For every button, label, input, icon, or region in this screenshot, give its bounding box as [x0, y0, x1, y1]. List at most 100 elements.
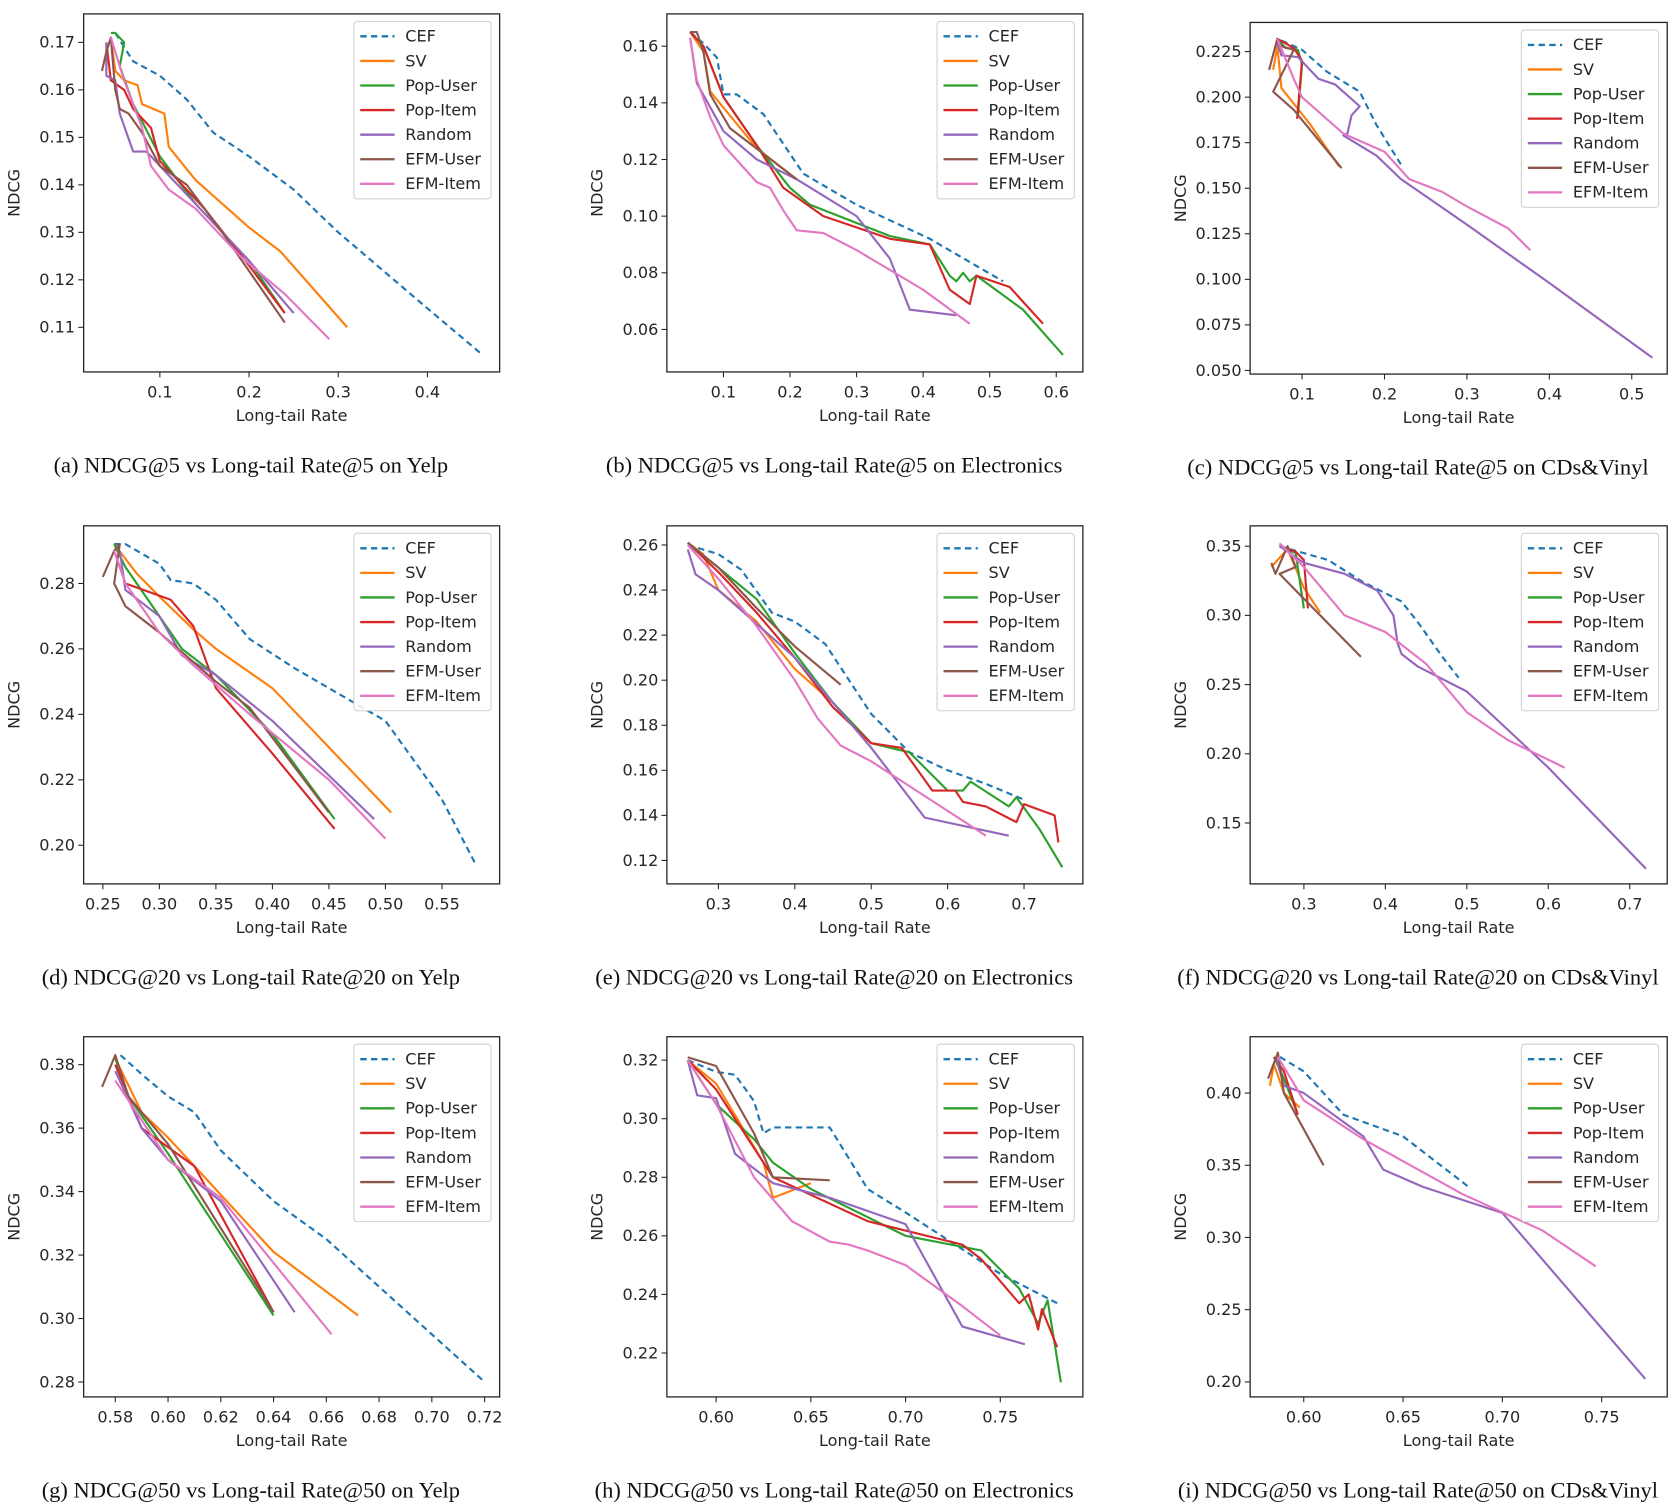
legend-label: Pop-User	[989, 76, 1061, 95]
series-line-efm-user	[1267, 1051, 1325, 1166]
legend-label: Pop-User	[989, 588, 1061, 607]
subplot-caption: (a) NDCG@5 vs Long-tail Rate@5 on Yelp	[54, 452, 449, 477]
y-tick-label: 0.24	[623, 580, 659, 599]
x-tick-label: 0.6	[935, 895, 961, 914]
legend-label: EFM-User	[1573, 662, 1649, 681]
x-tick-label: 0.30	[141, 895, 177, 914]
y-tick-label: 0.050	[1196, 361, 1242, 380]
series-group	[689, 30, 1064, 356]
y-tick-label: 0.35	[1206, 1156, 1242, 1175]
legend-label: CEF	[989, 1050, 1020, 1069]
x-axis-label: Long-tail Rate	[1403, 1431, 1515, 1450]
y-tick-label: 0.26	[39, 639, 75, 658]
x-tick-label: 0.60	[698, 1408, 734, 1427]
x-tick-label: 0.70	[414, 1408, 450, 1427]
series-group	[1268, 37, 1654, 359]
subplot-caption: (c) NDCG@5 vs Long-tail Rate@5 on CDs&Vi…	[1187, 455, 1648, 480]
x-tick-label: 0.68	[361, 1408, 397, 1427]
x-tick-label: 0.45	[311, 895, 347, 914]
y-tick-label: 0.25	[1206, 675, 1242, 694]
y-tick-label: 0.28	[623, 1168, 659, 1187]
y-tick-label: 0.16	[623, 37, 659, 56]
x-axis-label: Long-tail Rate	[1403, 408, 1515, 427]
series-line-cef	[687, 543, 1025, 801]
x-tick-label: 0.2	[777, 383, 803, 402]
legend-label: EFM-User	[405, 662, 481, 681]
y-tick-label: 0.11	[39, 318, 75, 337]
x-axis-label: Long-tail Rate	[819, 406, 931, 425]
axes-frame	[666, 13, 1084, 373]
y-tick-label: 0.30	[1206, 606, 1242, 625]
y-axis-label: NDCG	[1171, 174, 1190, 222]
x-tick-label: 0.4	[910, 383, 936, 402]
legend-label: Random	[405, 1148, 472, 1167]
axes-frame	[1249, 525, 1668, 885]
x-tick-label: 0.60	[150, 1408, 186, 1427]
series-line-efm-item	[1276, 1056, 1597, 1268]
x-tick-label: 0.3	[1454, 385, 1480, 404]
y-axis-label: NDCG	[588, 169, 607, 217]
subplot-h: 0.60 0.65 0.70 0.75 0.22 0.24 0.26 0.28 0.30 0.32…	[588, 1036, 1084, 1502]
series-line-efm-user	[101, 543, 330, 814]
legend-label: SV	[1573, 1074, 1594, 1093]
series-line-cef	[114, 32, 482, 355]
series-line-efm-item	[113, 550, 387, 840]
y-tick-label: 0.14	[623, 93, 659, 112]
y-tick-label: 0.125	[1196, 224, 1242, 243]
legend-label: SV	[1573, 563, 1594, 582]
x-tick-label: 0.5	[1619, 385, 1645, 404]
series-line-pop-user	[687, 541, 1064, 868]
y-tick-label: 0.075	[1196, 315, 1242, 334]
legend-label: Pop-User	[1573, 1099, 1645, 1118]
series-line-sv	[114, 1057, 359, 1317]
legend-label: Pop-Item	[1573, 109, 1645, 128]
legend-label: EFM-User	[1573, 158, 1649, 177]
legend-label: Pop-User	[1573, 84, 1645, 103]
x-tick-label: 0.58	[97, 1408, 133, 1427]
y-tick-label: 0.18	[623, 716, 659, 735]
y-tick-label: 0.16	[623, 761, 659, 780]
subplot-a: 0.1 0.2 0.3 0.4 0.11 0.12 0.13 0.14 0.15 0.16 0.17…	[4, 13, 501, 477]
y-tick-label: 0.14	[623, 806, 659, 825]
legend-label: Random	[405, 637, 472, 656]
legend-box	[353, 532, 492, 712]
legend-label: CEF	[989, 539, 1020, 558]
series-line-random	[686, 549, 1010, 837]
axes-frame	[82, 13, 501, 373]
x-tick-label: 0.70	[888, 1408, 924, 1427]
series-line-efm-user	[687, 541, 842, 686]
legend-label: SV	[989, 1074, 1010, 1093]
series-line-efm-user	[690, 30, 798, 181]
legend-label: Pop-User	[1573, 588, 1645, 607]
x-tick-label: 0.5	[1454, 895, 1480, 914]
y-tick-label: 0.22	[623, 1343, 659, 1362]
y-axis-label: NDCG	[588, 1193, 607, 1241]
legend-label: SV	[405, 563, 426, 582]
legend: CEF SV Pop-User Pop-Item Random EFM-User EFM-I…	[1520, 29, 1660, 208]
x-tick-label: 0.60	[1286, 1408, 1322, 1427]
x-tick-label: 0.2	[236, 383, 262, 402]
legend-label: EFM-Item	[989, 174, 1065, 193]
subplot-g: 0.58 0.60 0.62 0.64 0.66 0.68 0.70 0.72 0.28 0.30…	[4, 1036, 502, 1502]
legend-label: EFM-Item	[1573, 183, 1649, 202]
legend-label: Random	[1573, 134, 1640, 153]
legend-label: EFM-User	[405, 150, 481, 169]
y-tick-label: 0.22	[39, 770, 75, 789]
y-tick-label: 0.12	[39, 270, 75, 289]
y-tick-label: 0.25	[1206, 1300, 1242, 1319]
y-tick-label: 0.20	[1206, 744, 1242, 763]
x-axis-label: Long-tail Rate	[236, 406, 348, 425]
y-tick-label: 0.12	[623, 851, 659, 870]
series-line-efm-item	[114, 1079, 333, 1336]
y-tick-label: 0.20	[1206, 1372, 1242, 1391]
x-tick-label: 0.65	[793, 1408, 829, 1427]
series-line-cef	[119, 1054, 486, 1383]
subplot-c: 0.1 0.2 0.3 0.4 0.5 0.050 0.075 0.100 0.125 0.150…	[1171, 21, 1668, 480]
legend: CEF SV Pop-User Pop-Item Random EFM-User EFM-I…	[1520, 1043, 1660, 1223]
subplot-caption: (b) NDCG@5 vs Long-tail Rate@5 on Electr…	[606, 452, 1062, 477]
axes-frame	[1249, 1036, 1668, 1398]
legend-label: Random	[989, 1148, 1056, 1167]
legend: CEF SV Pop-User Pop-Item Random EFM-User EFM-I…	[936, 20, 1075, 200]
series-group	[101, 543, 477, 866]
x-tick-label: 0.3	[1291, 895, 1317, 914]
